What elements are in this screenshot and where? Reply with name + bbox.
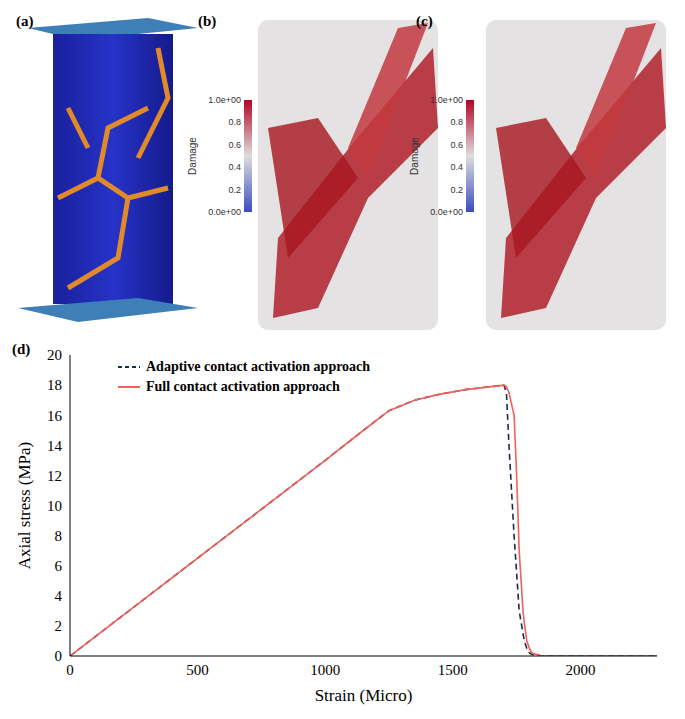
svg-text:0: 0 bbox=[66, 662, 74, 678]
svg-text:500: 500 bbox=[186, 662, 209, 678]
svg-text:Strain (Micro): Strain (Micro) bbox=[315, 686, 413, 705]
svg-text:1.0e+00: 1.0e+00 bbox=[430, 95, 463, 105]
svg-text:1.0e+00: 1.0e+00 bbox=[208, 95, 241, 105]
svg-text:(a): (a) bbox=[16, 13, 34, 30]
svg-text:0: 0 bbox=[55, 648, 63, 664]
svg-text:1000: 1000 bbox=[310, 662, 340, 678]
svg-text:0.4: 0.4 bbox=[450, 162, 463, 172]
html-text:Full contact activation approa: Full contact activation approach bbox=[146, 379, 340, 394]
svg-text:20: 20 bbox=[47, 347, 62, 363]
svg-text:0.8: 0.8 bbox=[450, 117, 463, 127]
svg-text:0.0e+00: 0.0e+00 bbox=[208, 207, 241, 217]
svg-text:0.6: 0.6 bbox=[450, 140, 463, 150]
svg-text:18: 18 bbox=[47, 377, 62, 393]
svg-text:0.4: 0.4 bbox=[228, 162, 241, 172]
svg-text:12: 12 bbox=[47, 468, 62, 484]
html-text:Adaptive contact activation ap: Adaptive contact activation approach bbox=[146, 359, 371, 374]
svg-text:0.0e+00: 0.0e+00 bbox=[430, 207, 463, 217]
svg-text:16: 16 bbox=[47, 408, 63, 424]
svg-text:4: 4 bbox=[55, 588, 63, 604]
svg-text:1500: 1500 bbox=[438, 662, 468, 678]
html-text:(d): (d) bbox=[12, 341, 31, 357]
svg-text:Axial stress (MPa): Axial stress (MPa) bbox=[15, 442, 34, 569]
svg-text:0.8: 0.8 bbox=[228, 117, 241, 127]
svg-text:Damage: Damage bbox=[187, 137, 198, 175]
svg-text:6: 6 bbox=[55, 558, 63, 574]
svg-text:0.6: 0.6 bbox=[228, 140, 241, 150]
svg-text:10: 10 bbox=[47, 498, 62, 514]
svg-text:Damage: Damage bbox=[409, 137, 420, 175]
svg-text:(c): (c) bbox=[416, 13, 433, 30]
svg-text:0.2: 0.2 bbox=[228, 185, 241, 195]
svg-text:14: 14 bbox=[47, 438, 63, 454]
svg-text:8: 8 bbox=[55, 528, 63, 544]
svg-text:0.2: 0.2 bbox=[450, 185, 463, 195]
svg-text:2000: 2000 bbox=[565, 662, 595, 678]
svg-text:2: 2 bbox=[55, 618, 63, 634]
svg-text:(b): (b) bbox=[198, 13, 216, 30]
